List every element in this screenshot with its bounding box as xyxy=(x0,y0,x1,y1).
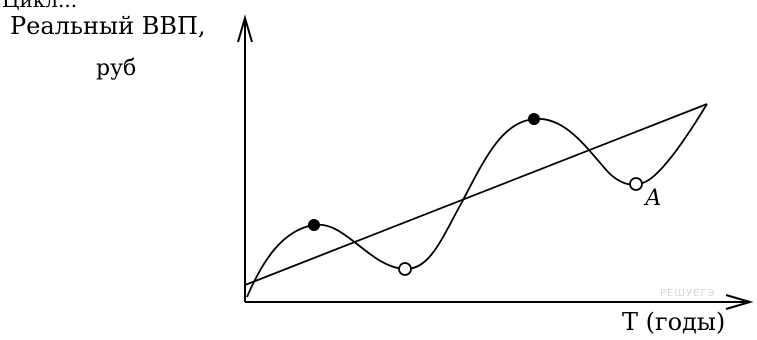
y-axis-arrowhead xyxy=(237,14,253,43)
trend-line xyxy=(244,103,708,286)
business-cycle-curve xyxy=(246,103,708,298)
x-axis-arrowhead xyxy=(725,294,754,310)
x-axis-label: Т (годы) xyxy=(622,308,726,336)
y-axis-label: Реальный ВВП, xyxy=(10,12,206,40)
trough-point xyxy=(398,262,412,276)
point-a-label: А xyxy=(645,186,662,211)
peak-point xyxy=(528,113,540,125)
watermark: РЕШУЕГЭ xyxy=(660,288,716,299)
trough-point-a xyxy=(629,177,643,191)
cropped-title-fragment: Цикл... xyxy=(2,0,78,12)
peak-point xyxy=(308,219,320,231)
y-axis-unit: руб xyxy=(96,56,137,81)
